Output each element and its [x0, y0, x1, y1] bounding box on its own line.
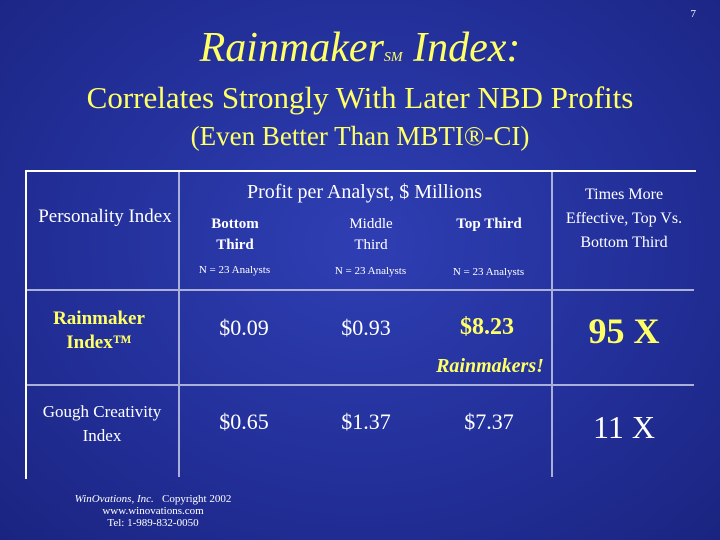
rainmaker-bottom-value: $0.09 — [219, 315, 269, 340]
footer-website: www.winovations.com — [102, 505, 204, 517]
slide-subtitle: Correlates Strongly With Later NBD Profi… — [86, 80, 634, 115]
footer-company: WinOvations, Inc. — [74, 493, 154, 505]
row-label-rainmaker: Rainmaker Index™ — [53, 308, 145, 353]
rainmaker-middle-value: $0.93 — [341, 315, 391, 340]
footer-phone: Tel: 1-989-832-0050 — [107, 517, 199, 529]
title-main: Rainmaker — [199, 25, 384, 71]
slide-subtitle-2: (Even Better Than MBTI®-CI) — [190, 121, 530, 151]
footer-line-1: WinOvations, Inc. Copyright 2002 — [58, 493, 248, 505]
table-divider — [551, 172, 553, 477]
table-divider — [178, 172, 180, 477]
slide-title: RainmakerSM Index: — [0, 24, 720, 72]
rainmakers-note: Rainmakers! — [436, 355, 544, 377]
column-bottom-third: Bottom Third — [211, 216, 259, 253]
table-divider — [27, 289, 694, 291]
footer: WinOvations, Inc. Copyright 2002 www.win… — [58, 493, 248, 529]
footer-copyright: Copyright 2002 — [162, 493, 232, 505]
sample-size-bottom: N = 23 Analysts — [198, 264, 271, 276]
sample-size-top: N = 23 Analysts — [452, 266, 525, 278]
header-profit-per-analyst: Profit per Analyst, $ Millions — [247, 181, 482, 203]
title-rest: Index: — [402, 25, 521, 71]
gough-top-value: $7.37 — [464, 409, 514, 434]
column-top-third: Top Third — [456, 216, 522, 232]
rainmaker-times-value: 95 X — [588, 311, 660, 351]
row-label-gough: Gough Creativity Index — [42, 402, 162, 445]
gough-times-value: 11 X — [593, 409, 655, 445]
header-times-more-effective: Times More Effective, Top Vs. Bottom Thi… — [565, 186, 683, 251]
title-service-mark: SM — [383, 50, 403, 65]
gough-middle-value: $1.37 — [341, 409, 391, 434]
gough-bottom-value: $0.65 — [219, 409, 269, 434]
column-middle-third: Middle Third — [349, 216, 393, 253]
page-number: 7 — [690, 8, 697, 20]
sample-size-middle: N = 23 Analysts — [334, 265, 407, 277]
results-table: Personality Index Profit per Analyst, $ … — [25, 170, 696, 479]
header-personality-index: Personality Index — [38, 206, 172, 227]
rainmaker-top-value: $8.23 — [460, 314, 514, 340]
table-divider — [27, 384, 694, 386]
